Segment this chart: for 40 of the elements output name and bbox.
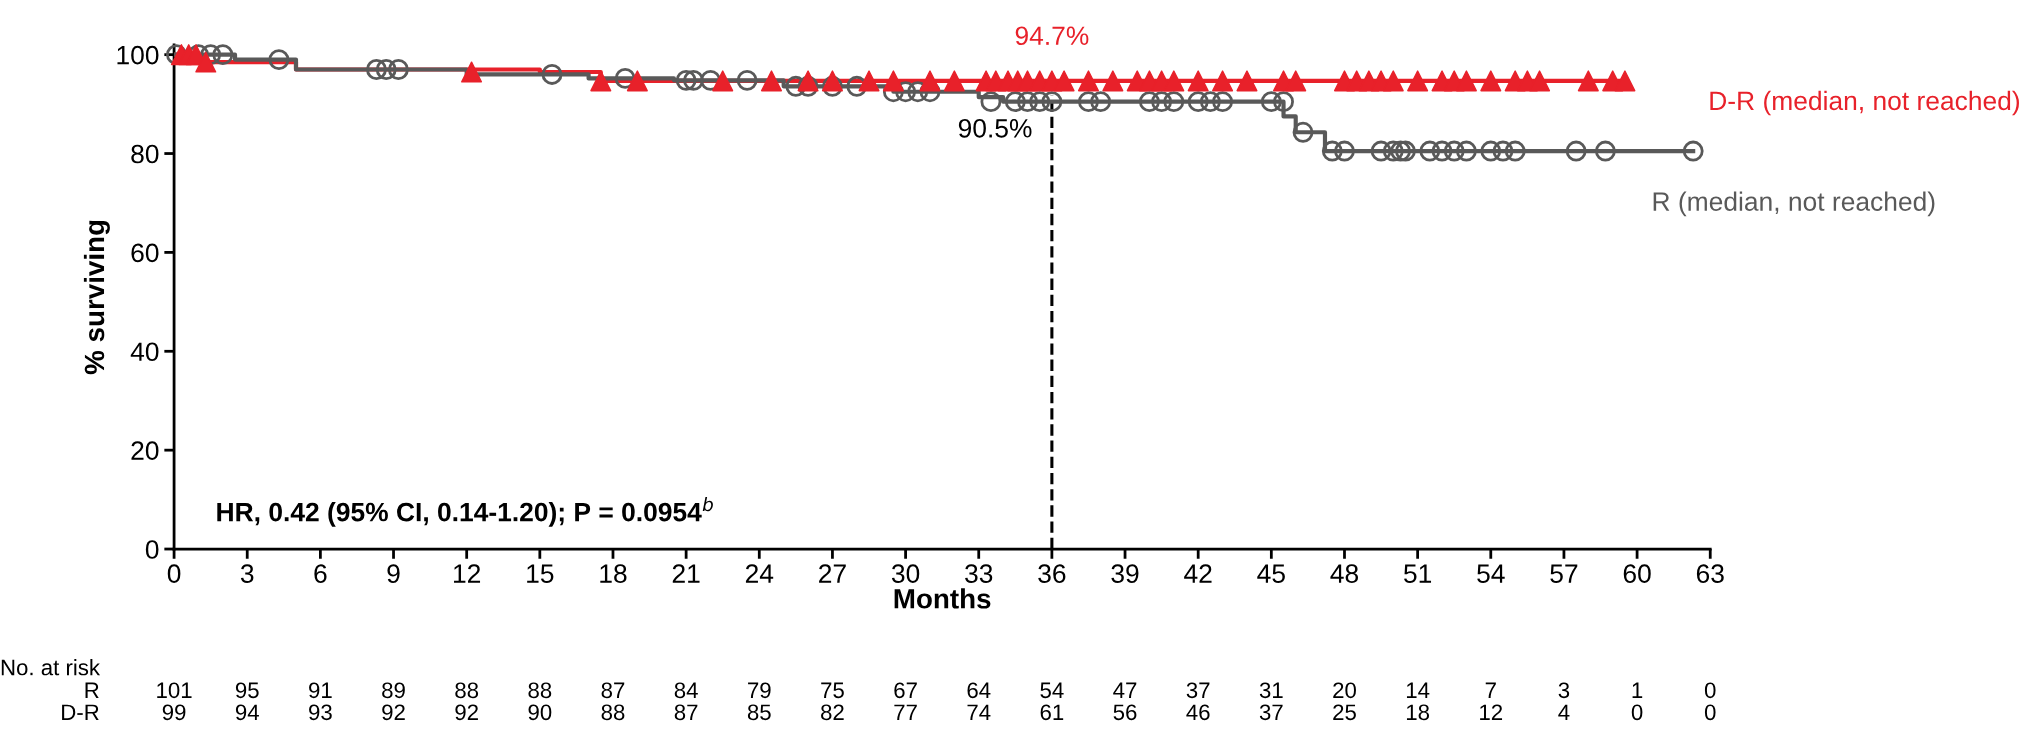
x-tick-label: 6 — [314, 564, 327, 583]
x-tick-label: 63 — [1696, 564, 1724, 583]
x-tick-label: 60 — [1623, 564, 1651, 583]
x-tick-label: 15 — [527, 564, 554, 583]
y-tick-label: 0 — [145, 540, 159, 559]
text: 101 95 91 89 88 88 87 84 79 75 67 64 54 47 37 31 20 14 7 3 1 0 — [157, 682, 1716, 699]
x-tick-label: 9 — [387, 564, 400, 583]
x-axis-title: Months — [894, 588, 991, 609]
y-tick-label: 60 — [131, 243, 159, 263]
text: D-R — [62, 704, 99, 720]
x-tick-label: 54 — [1477, 564, 1505, 583]
x-tick-label: 30 — [891, 564, 920, 583]
annotation: HR, 0.42 (95% CI, 0.14-1.20); P = 0.0954$^{b}$ — [217, 497, 713, 527]
y-tick-label: 40 — [130, 342, 159, 362]
x-tick-label: 21 — [672, 564, 700, 583]
x-tick-label: 3 — [240, 564, 254, 583]
x-tick-label: 39 — [1111, 564, 1139, 583]
x-tick-label: 51 — [1404, 564, 1432, 583]
x-tick-label: 36 — [1038, 564, 1066, 583]
x-tick-label: 12 — [454, 564, 481, 583]
text: D-R (median, not reached) — [1710, 90, 2019, 116]
x-tick-label: 18 — [600, 564, 627, 583]
y-axis-title: % surviving — [83, 220, 110, 375]
x-tick-label: 33 — [965, 564, 993, 583]
x-tick-label: 57 — [1550, 564, 1578, 583]
x-tick-label: 27 — [819, 564, 846, 583]
x-tick-label: 45 — [1257, 564, 1285, 583]
text: R — [85, 682, 99, 698]
annotation: 94.7% — [1015, 26, 1089, 46]
series-label: R (median, not reached) — [1653, 191, 1935, 217]
y-tick-label: 100 — [117, 45, 159, 65]
y-tick-label: 20 — [131, 441, 159, 460]
text: 99 94 93 92 92 90 88 87 85 82 77 74 61 56 46 37 25 18 12 4 0 0 — [162, 704, 1716, 721]
x-tick-label: 0 — [167, 564, 181, 583]
annotation: 90.5% — [958, 118, 1032, 138]
x-tick-label: 48 — [1330, 564, 1359, 583]
x-tick-label: 24 — [745, 564, 774, 583]
y-tick-label: 80 — [131, 144, 159, 164]
text: No. at risk — [1, 659, 101, 676]
x-tick-label: 42 — [1184, 564, 1212, 583]
